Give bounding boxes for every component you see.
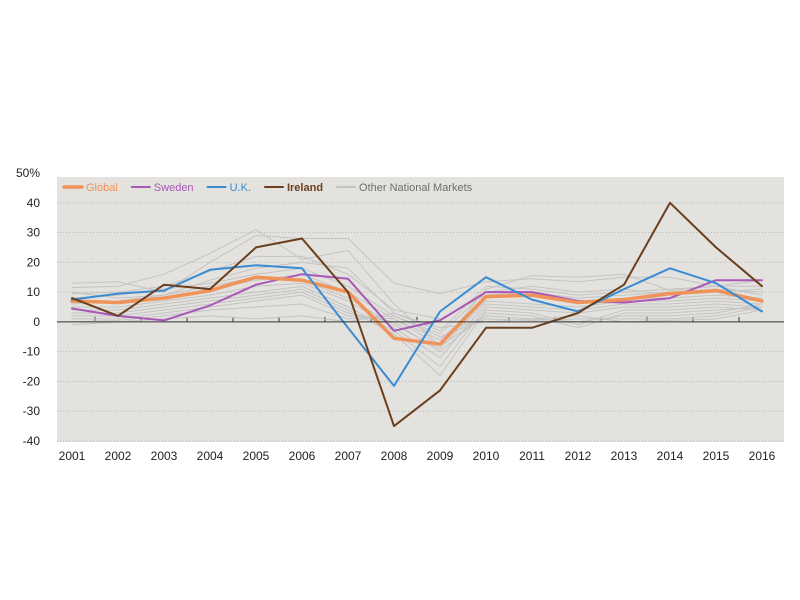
x-tick-label: 2014 — [657, 449, 684, 463]
other-market-line — [71, 235, 763, 295]
other-market-line — [71, 255, 763, 320]
other-market-line — [71, 291, 763, 353]
x-tick-label: 2004 — [197, 449, 224, 463]
x-tick-label: 2012 — [565, 449, 592, 463]
y-tick-label: 10 — [27, 285, 41, 299]
x-tick-label: 2015 — [703, 449, 730, 463]
series-line-global — [70, 275, 764, 346]
other-market-line — [71, 294, 763, 347]
series-line-ireland — [71, 201, 763, 428]
series-lines — [70, 201, 764, 428]
x-tick-label: 2001 — [59, 449, 86, 463]
x-tick-label: 2013 — [611, 449, 638, 463]
x-tick-label: 2009 — [427, 449, 454, 463]
legend-label-u-k: U.K. — [230, 182, 251, 194]
y-tick-label: -20 — [23, 374, 41, 388]
y-axis-tick-labels: -40 -30 -20 -10 0 10 20 30 40 50% — [16, 166, 40, 448]
x-tick-label: 2010 — [473, 449, 500, 463]
y-tick-label: 50% — [16, 166, 40, 180]
x-axis-tick-labels: 2001 2002 2003 2004 2005 2006 2007 2008 2009 2010… — [59, 449, 776, 463]
x-tick-label: 2011 — [519, 449, 545, 463]
legend: Global Sweden U.K. Ireland Other National Ma… — [62, 182, 473, 194]
y-tick-label: 30 — [27, 226, 41, 240]
x-tick-label: 2006 — [289, 449, 316, 463]
other-market-line — [71, 288, 763, 376]
y-tick-label: -30 — [23, 404, 41, 418]
y-tick-label: -40 — [23, 434, 41, 448]
y-tick-label: 0 — [33, 315, 40, 329]
series-line-u-k — [71, 264, 763, 387]
x-tick-label: 2016 — [749, 449, 776, 463]
y-tick-label: -10 — [23, 345, 41, 359]
x-tick-label: 2003 — [151, 449, 178, 463]
y-tick-label: 20 — [27, 255, 41, 269]
x-tick-label: 2002 — [105, 449, 132, 463]
legend-label-other-national-markets: Other National Markets — [359, 182, 473, 194]
legend-label-ireland: Ireland — [287, 182, 323, 194]
x-tick-label: 2008 — [381, 449, 408, 463]
x-tick-label: 2007 — [335, 449, 362, 463]
other-market-line — [71, 309, 763, 329]
series-line-sweden — [71, 273, 763, 332]
y-tick-label: 40 — [27, 196, 41, 210]
legend-label-global: Global — [86, 182, 118, 194]
x-tick-label: 2005 — [243, 449, 270, 463]
legend-label-sweden: Sweden — [154, 182, 194, 194]
